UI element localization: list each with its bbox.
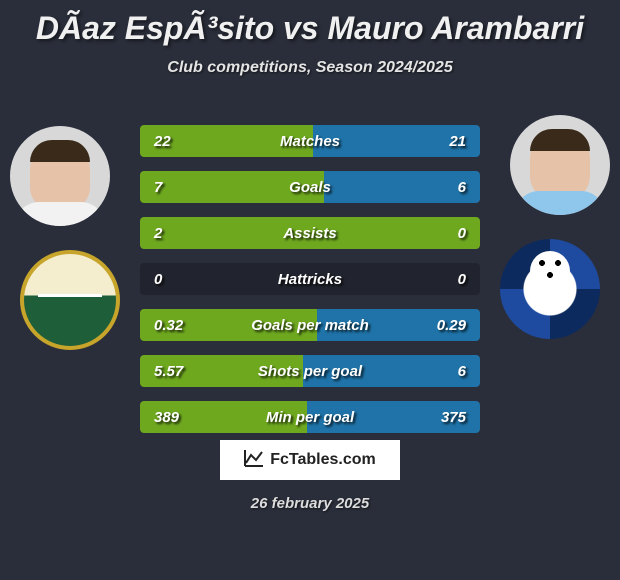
stat-value-right: 375 <box>420 409 480 426</box>
stat-label: Hattricks <box>200 271 420 288</box>
stat-value-left: 389 <box>140 409 200 426</box>
stat-value-left: 22 <box>140 133 200 150</box>
stat-row: 22Matches21 <box>140 125 480 157</box>
stat-label: Matches <box>200 133 420 150</box>
club-left-badge <box>20 250 120 350</box>
stat-label: Shots per goal <box>200 363 420 380</box>
site-logo-text: FcTables.com <box>270 451 376 469</box>
player-left-avatar <box>10 126 110 226</box>
stat-row: 5.57Shots per goal6 <box>140 355 480 387</box>
stat-value-right: 6 <box>420 363 480 380</box>
stat-label: Min per goal <box>200 409 420 426</box>
left-avatar-column <box>10 126 110 374</box>
club-right-badge <box>500 239 600 339</box>
footer-date: 26 february 2025 <box>251 495 369 512</box>
stat-value-left: 0 <box>140 271 200 288</box>
player-left-shirt <box>15 202 105 226</box>
player-right-shirt <box>515 191 605 215</box>
site-logo[interactable]: FcTables.com <box>220 440 400 480</box>
page-title: DÃ­az EspÃ³sito vs Mauro Arambarri <box>0 0 620 47</box>
player-right-avatar <box>510 115 610 215</box>
stat-row: 0.32Goals per match0.29 <box>140 309 480 341</box>
stat-value-right: 21 <box>420 133 480 150</box>
stat-value-right: 0.29 <box>420 317 480 334</box>
stat-value-left: 2 <box>140 225 200 242</box>
stat-value-right: 6 <box>420 179 480 196</box>
stat-row: 0Hattricks0 <box>140 263 480 295</box>
stat-value-left: 7 <box>140 179 200 196</box>
stat-value-right: 0 <box>420 225 480 242</box>
stat-row: 2Assists0 <box>140 217 480 249</box>
page-subtitle: Club competitions, Season 2024/2025 <box>0 59 620 77</box>
stat-row: 389Min per goal375 <box>140 401 480 433</box>
stat-label: Goals <box>200 179 420 196</box>
stat-value-left: 5.57 <box>140 363 200 380</box>
chart-icon <box>244 449 264 472</box>
stat-label: Assists <box>200 225 420 242</box>
stat-value-left: 0.32 <box>140 317 200 334</box>
right-avatar-column <box>510 115 610 363</box>
stat-label: Goals per match <box>200 317 420 334</box>
stat-row: 7Goals6 <box>140 171 480 203</box>
stat-value-right: 0 <box>420 271 480 288</box>
stats-container: 22Matches217Goals62Assists00Hattricks00.… <box>140 125 480 447</box>
